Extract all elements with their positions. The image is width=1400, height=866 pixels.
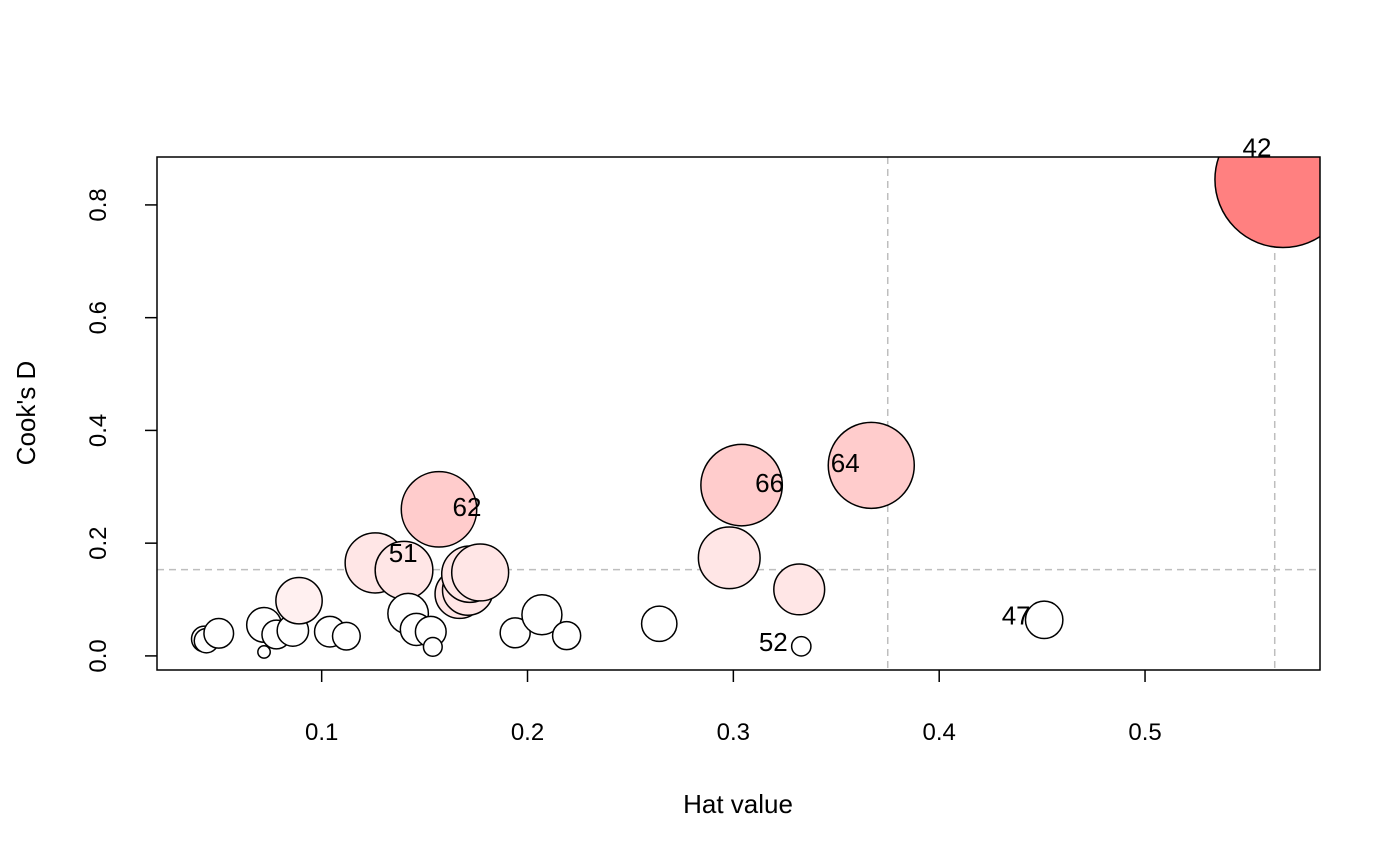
y-axis-title: Cook's D <box>11 361 41 466</box>
y-tick-label-1: 0.2 <box>85 526 112 559</box>
data-point-26 <box>700 443 784 527</box>
x-tick-label-4: 0.5 <box>1128 719 1161 746</box>
x-axis: 0.1 0.2 0.3 0.4 0.5 <box>305 670 1162 746</box>
data-point-2 <box>203 617 235 649</box>
data-point-16 <box>400 470 478 548</box>
data-point-27 <box>773 563 826 616</box>
data-points <box>190 157 1320 659</box>
point-label-42: 42 <box>1242 132 1271 162</box>
y-axis: 0.0 0.2 0.4 0.6 0.8 <box>85 188 157 673</box>
data-point-20 <box>450 543 510 602</box>
x-tick-label-3: 0.4 <box>923 719 956 746</box>
point-label-64: 64 <box>831 448 860 478</box>
data-point-7 <box>275 576 323 625</box>
reference-lines <box>157 157 1320 670</box>
data-point-25 <box>697 526 761 590</box>
plot-frame <box>156 156 1321 671</box>
point-labels: 51 62 66 52 64 47 42 <box>389 132 1272 657</box>
data-point-23 <box>551 620 582 651</box>
data-point-29 <box>827 421 916 510</box>
data-point-9 <box>331 621 361 651</box>
x-axis-title: Hat value <box>683 789 793 819</box>
x-tick-label-1: 0.2 <box>511 719 544 746</box>
y-tick-label-3: 0.6 <box>85 301 112 334</box>
data-point-31 <box>1214 157 1320 249</box>
point-label-52: 52 <box>759 627 788 657</box>
data-point-30 <box>1024 600 1064 640</box>
point-label-51: 51 <box>389 538 418 568</box>
y-tick-label-2: 0.4 <box>85 414 112 447</box>
point-label-47: 47 <box>1002 601 1031 631</box>
data-point-22 <box>521 594 563 636</box>
point-label-62: 62 <box>453 492 482 522</box>
y-tick-label-4: 0.8 <box>85 188 112 221</box>
y-tick-label-0: 0.0 <box>85 639 112 672</box>
data-point-21 <box>499 617 531 649</box>
data-point-24 <box>640 605 678 643</box>
data-point-4 <box>257 645 271 659</box>
data-point-28 <box>790 635 812 657</box>
data-point-15 <box>422 636 443 657</box>
point-label-66: 66 <box>755 468 784 498</box>
x-tick-label-2: 0.3 <box>717 719 750 746</box>
x-tick-label-0: 0.1 <box>305 719 338 746</box>
